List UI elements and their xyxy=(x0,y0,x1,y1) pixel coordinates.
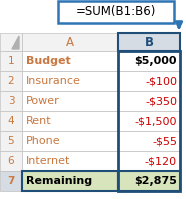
Text: B: B xyxy=(145,35,153,49)
Bar xyxy=(118,171,180,191)
Bar xyxy=(22,71,118,91)
Text: 7: 7 xyxy=(7,176,15,186)
Bar xyxy=(118,33,180,51)
Text: -$350: -$350 xyxy=(145,96,177,106)
Text: Remaining: Remaining xyxy=(26,176,92,186)
Bar xyxy=(0,151,22,171)
Bar xyxy=(22,131,118,151)
Bar xyxy=(118,51,180,71)
Bar xyxy=(0,71,22,91)
Text: $2,875: $2,875 xyxy=(134,176,177,186)
Bar xyxy=(0,91,22,111)
Text: 6: 6 xyxy=(8,156,14,166)
Text: =SUM(B1:B6): =SUM(B1:B6) xyxy=(76,6,156,19)
Text: -$1,500: -$1,500 xyxy=(134,116,177,126)
Text: -$55: -$55 xyxy=(152,136,177,146)
Bar xyxy=(22,51,118,71)
Bar xyxy=(118,131,180,151)
Text: Budget: Budget xyxy=(26,56,71,66)
Text: -$100: -$100 xyxy=(145,76,177,86)
Text: Internet: Internet xyxy=(26,156,70,166)
Bar xyxy=(0,131,22,151)
Bar xyxy=(118,51,180,191)
Bar xyxy=(118,151,180,171)
Bar xyxy=(118,71,180,91)
Text: 1: 1 xyxy=(8,56,14,66)
Bar xyxy=(22,171,118,191)
Bar xyxy=(22,151,118,171)
Text: Phone: Phone xyxy=(26,136,61,146)
Text: $5,000: $5,000 xyxy=(134,56,177,66)
Bar xyxy=(22,91,118,111)
Text: -$120: -$120 xyxy=(145,156,177,166)
Bar xyxy=(118,91,180,111)
Bar xyxy=(118,111,180,131)
Bar xyxy=(58,1,174,23)
Bar xyxy=(0,51,22,71)
Text: 2: 2 xyxy=(8,76,14,86)
Bar xyxy=(22,33,118,51)
Polygon shape xyxy=(12,36,19,49)
Bar xyxy=(0,171,22,191)
Text: Rent: Rent xyxy=(26,116,52,126)
Text: A: A xyxy=(66,35,74,49)
Bar xyxy=(0,111,22,131)
Bar xyxy=(0,33,22,51)
Text: Insurance: Insurance xyxy=(26,76,81,86)
Text: 4: 4 xyxy=(8,116,14,126)
Text: Power: Power xyxy=(26,96,60,106)
Text: 3: 3 xyxy=(8,96,14,106)
Text: 5: 5 xyxy=(8,136,14,146)
Bar xyxy=(22,111,118,131)
